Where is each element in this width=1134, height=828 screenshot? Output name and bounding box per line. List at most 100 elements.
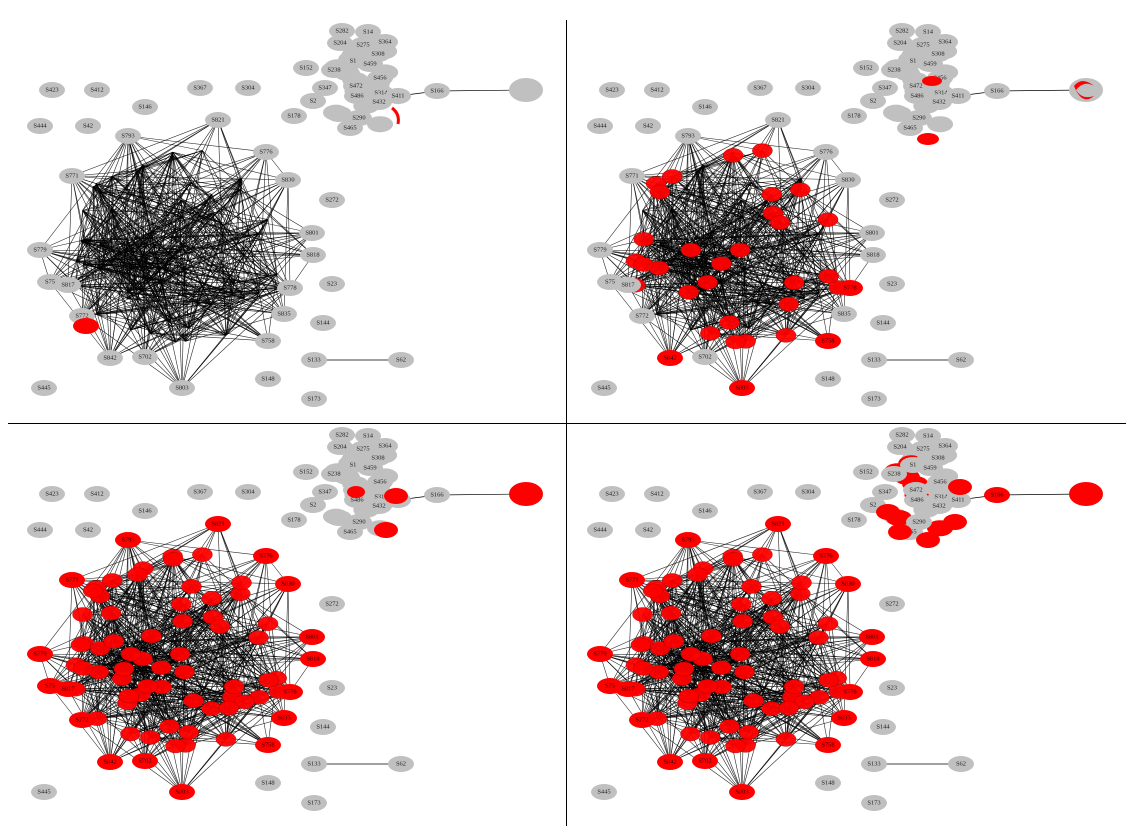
edge [191,151,267,183]
node-label: S238 [887,471,900,478]
edge [82,170,138,265]
node-label: S272 [885,197,898,204]
node-shape [591,784,617,800]
node-shape [27,242,53,258]
edge [732,555,849,585]
edge [635,284,787,336]
edge [130,164,144,330]
node-shape [169,784,195,800]
edge [82,151,267,211]
node-shape [59,572,85,588]
edge [92,186,229,305]
graph-node: S411 [385,88,411,104]
graph-node [509,482,543,506]
edge [748,626,781,733]
edge [793,219,829,283]
edge [82,176,113,265]
edge [99,178,242,193]
node-label: S238 [887,67,900,74]
edge [82,614,148,687]
graph-node: S835 [831,306,857,322]
node-label: S459 [923,61,936,68]
node-label: S818 [866,252,879,259]
graph-node: S133 [861,756,887,772]
edge [137,119,219,171]
graph-node [687,567,708,582]
node-label: S817 [61,282,75,289]
graph-node: S166 [984,83,1010,99]
graph-node: S771 [619,572,645,588]
node-label: S308 [371,51,384,58]
node-label: S304 [801,489,815,496]
edge [112,170,138,177]
graph-node [120,646,142,662]
node-shape [945,492,971,508]
graph-node [778,296,799,312]
edge [681,616,774,679]
edge [670,612,787,740]
edge [83,155,174,240]
graph-node: S465 [897,120,923,136]
edge [80,644,98,719]
node-label: S14 [363,433,374,440]
node-label: S411 [391,93,404,100]
graph-node: S842 [657,350,683,366]
edge [710,737,829,746]
graph-node: S42 [635,118,661,134]
node-shape [835,172,861,188]
node-label: S133 [867,357,880,364]
edge [643,155,734,240]
node-label: S411 [951,497,964,504]
edge [687,135,827,153]
node-label: S238 [327,67,340,74]
edge [75,688,227,740]
node-shape [301,795,327,811]
node-label: S842 [103,355,116,362]
node-label: S842 [103,759,116,766]
node-label: S1 [350,58,357,65]
graph-node: S62 [388,756,414,772]
node-shape [887,35,913,51]
edge [172,152,183,389]
node-shape [879,192,905,208]
graph-node: S445 [591,380,617,396]
edge [80,240,235,283]
node-shape [55,277,81,293]
node-shape [372,438,398,454]
graph-node: S133 [301,352,327,368]
graph-node: S178 [281,108,307,124]
node-label: S465 [343,125,356,132]
graph-node: S42 [75,522,101,538]
node-label: S152 [859,65,872,72]
graph-node: S204 [327,439,353,455]
edge [83,264,189,329]
graph-node: S152 [853,60,879,76]
graph-node: S803 [169,380,195,396]
node-label: S173 [307,800,320,807]
edge [144,293,260,358]
node-label: S758 [261,338,274,345]
edge [640,150,763,242]
edge [150,333,226,336]
node-shape [255,371,281,387]
edge [744,268,746,342]
node-label: S821 [771,117,784,124]
edge [683,219,829,266]
graph-node: S62 [388,352,414,368]
node-label: S314 [374,90,388,97]
node-label: S272 [885,601,898,608]
edge [690,617,774,735]
graph-node: S204 [887,439,913,455]
edge [137,155,174,171]
node-label: S801 [305,634,318,641]
node-shape [187,484,213,500]
edge [74,210,83,286]
node-label: S423 [605,491,618,498]
node-label: S432 [372,503,385,510]
node-label: S204 [333,444,347,451]
edge [641,315,743,389]
edge [137,574,152,637]
graph-node: S423 [39,486,65,502]
node-label: S75 [605,683,615,690]
graph-node: S835 [831,710,857,726]
